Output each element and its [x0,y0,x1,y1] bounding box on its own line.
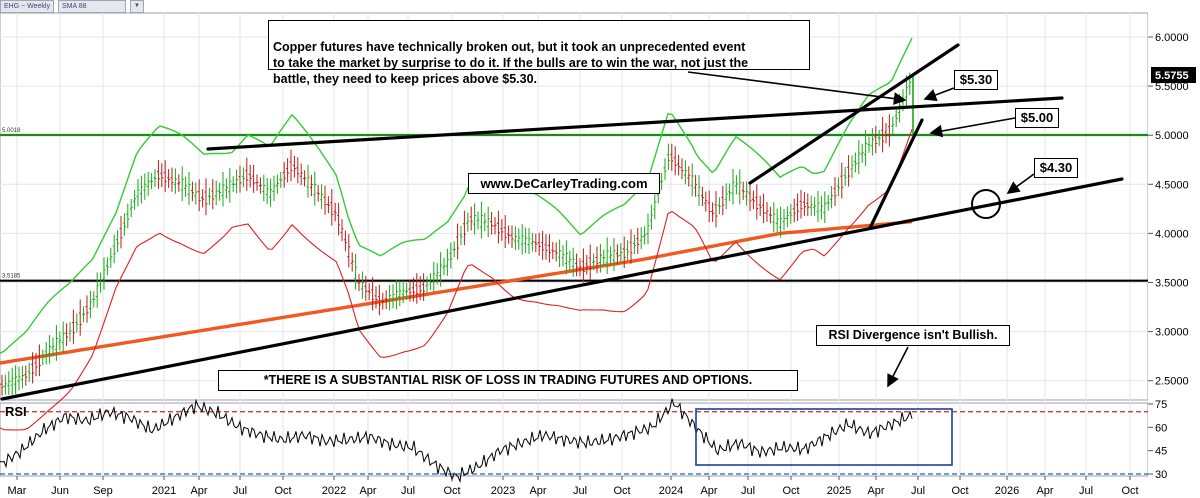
x-tick-label: Apr [529,485,546,497]
symbol-selector[interactable]: EHG ~ Weekly [0,0,54,13]
x-tick-label: Jul [233,485,247,497]
horizontal-level-label: 3.5185 [2,274,21,280]
x-tick-label: Apr [359,485,376,497]
upper-band-line [0,37,913,354]
label-430: $4.30 [1034,158,1078,178]
arrow-430 [1006,173,1035,194]
x-tick-label: Oct [951,485,968,497]
sma-line [0,220,913,365]
y-tick-label: 3.0000 [1155,327,1189,339]
rsi-tick-label: 45 [1155,446,1167,458]
chart-toolbar: EHG ~ Weekly SMA 88 ▼ [0,0,144,13]
rsi-panel [0,402,1149,477]
y-tick-label: 3.5000 [1155,278,1189,290]
x-tick-label: Jul [401,485,415,497]
x-tick-label: Oct [443,485,460,497]
rsi-note-arrow [887,346,909,388]
rsi-tick-label: 60 [1155,422,1167,434]
y-tick-label: 4.5000 [1155,179,1189,191]
rsi-note-text: RSI Divergence isn't Bullish. [828,328,998,342]
x-tick-label: Jul [911,485,925,497]
label-530: $5.30 [954,70,998,90]
x-tick-label: Jul [741,485,755,497]
steep-support-trendline [868,118,924,230]
long-term-support-trendline [0,177,1124,401]
x-tick-label: Sep [93,485,113,497]
horizontal-level-label: 5.0018 [2,128,21,134]
x-tick-label: Mar [8,485,27,497]
x-tick-label: Jul [573,485,587,497]
y-tick-label: 5.0000 [1155,130,1189,142]
x-tick-label: Apr [190,485,207,497]
x-tick-label: Oct [1121,485,1138,497]
resistance-trendline [206,96,1064,151]
arrow-530 [923,87,955,102]
x-tick-label: Oct [782,485,799,497]
risk-disclaimer-text: *THERE IS A SUBSTANTIAL RISK OF LOSS IN … [263,373,753,387]
label-530-text: $5.30 [959,72,993,87]
x-tick-label: Jul [1079,485,1093,497]
price-bars [0,72,912,396]
indicator-selector[interactable]: SMA 88 [57,0,126,13]
x-tick-label: 2024 [659,485,683,497]
x-tick-label: Oct [613,485,630,497]
label-500: $5.00 [1015,108,1059,128]
x-tick-label: 2025 [827,485,851,497]
x-tick-label: Apr [1036,485,1053,497]
rsi-tick-label: 30 [1155,469,1167,481]
last-price-label: 5.5755 [1155,70,1189,82]
note-arrow [687,71,907,105]
website-label: www.DeCarleyTrading.com [468,173,660,194]
level-430-circle [971,189,1001,219]
y-tick-label: 5.5000 [1155,81,1189,93]
rsi-line [0,398,913,484]
x-tick-label: 2022 [322,485,346,497]
x-tick-label: Apr [700,485,717,497]
x-tick-label: 2023 [491,485,515,497]
label-500-text: $5.00 [1020,110,1054,125]
main-annotation-box: Copper futures have technically broken o… [268,20,810,86]
label-430-text: $4.30 [1039,160,1073,175]
y-tick-label: 4.0000 [1155,228,1189,240]
rsi-note-box: RSI Divergence isn't Bullish. [816,325,1010,346]
x-tick-label: 2021 [152,485,176,497]
website-text: www.DeCarleyTrading.com [480,176,648,191]
main-annotation-text: Copper futures have technically broken o… [273,40,749,86]
chevron-down-icon[interactable]: ▼ [129,0,144,13]
rsi-tick-label: 75 [1155,399,1167,411]
x-tick-label: Apr [867,485,884,497]
risk-disclaimer-box: *THERE IS A SUBSTANTIAL RISK OF LOSS IN … [218,370,798,391]
upper-channel-trendline [748,43,960,185]
last-price-tag [1151,67,1196,83]
y-tick-label: 6.0000 [1155,32,1189,44]
x-tick-label: Jun [51,485,69,497]
arrow-500 [929,117,1016,138]
rsi-divergence-box [695,408,953,466]
x-tick-label: 2026 [995,485,1019,497]
lower-band-line [0,128,913,431]
rsi-title: RSI [5,404,27,419]
y-tick-label: 2.5000 [1155,376,1189,388]
x-tick-label: Oct [274,485,291,497]
